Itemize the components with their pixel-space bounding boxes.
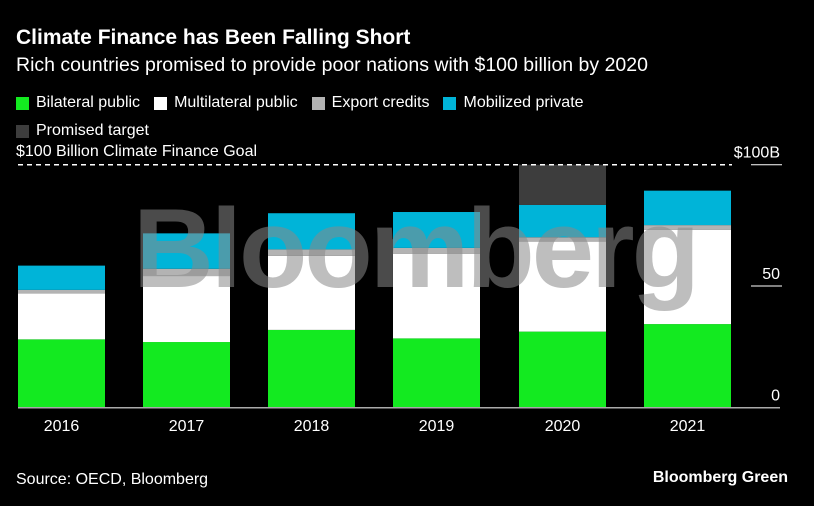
legend-label: Promised target [36, 122, 149, 139]
x-tick-label: 2018 [294, 418, 330, 435]
bar-segment [644, 225, 731, 230]
bar-segment [143, 268, 230, 277]
bar-segment [393, 253, 480, 339]
x-tick-label: 2017 [169, 418, 205, 435]
legend-label: Bilateral public [36, 94, 141, 111]
legend-swatch [16, 124, 29, 138]
bar-segment [519, 164, 606, 205]
legend-item: Export credits [311, 93, 430, 113]
x-tick-label: 2016 [44, 418, 80, 435]
bar-segment [268, 213, 355, 250]
x-tick-label: 2020 [545, 418, 581, 435]
bar-segment [519, 241, 606, 332]
watermark-logo: Bloomberg [133, 186, 697, 311]
legend-item: Promised target [16, 121, 149, 141]
bar-segment [143, 276, 230, 343]
bar-segment [143, 342, 230, 408]
legend: Bilateral public Multilateral public Expor… [16, 93, 716, 141]
bar-segment [393, 247, 480, 254]
bar-segment [268, 329, 355, 408]
legend-item: Mobilized private [443, 93, 584, 113]
y-tick-label: $100B [734, 145, 780, 162]
source-note: Source: OECD, Bloomberg [16, 471, 209, 488]
goal-label: $100 Billion Climate Finance Goal [16, 143, 258, 160]
bar-segment [18, 339, 105, 408]
legend-item: Multilateral public [154, 93, 298, 113]
bar-segment [393, 212, 480, 248]
bar-segment [393, 338, 480, 408]
x-tick-label: 2019 [419, 418, 455, 435]
legend-label: Mobilized private [463, 94, 584, 111]
bar-segment [18, 293, 105, 340]
legend-swatch [311, 96, 325, 110]
bar-segment [644, 324, 731, 408]
bar-segment [519, 204, 606, 238]
y-tick-label: 0 [771, 387, 780, 404]
bar-segment [268, 249, 355, 256]
legend-item: Bilateral public [16, 93, 140, 113]
legend-label: Multilateral public [174, 94, 298, 111]
bar-segment [18, 289, 105, 294]
bar-segment [143, 233, 230, 269]
bar-segment [519, 237, 606, 242]
chart-title: Climate Finance has Been Falling Short [16, 26, 411, 49]
bar-segment [644, 190, 731, 226]
legend-swatch [16, 96, 29, 110]
y-tick-label: 50 [762, 266, 780, 283]
bar-segment [18, 265, 105, 290]
brand-logo: Bloomberg Green [652, 469, 788, 486]
bar-segment [268, 255, 355, 330]
bar-segment [519, 331, 606, 408]
chart-subtitle: Rich countries promised to provide poor … [16, 54, 648, 76]
bar-segment [644, 229, 731, 325]
legend-label: Export credits [331, 94, 430, 111]
legend-swatch [443, 96, 457, 110]
x-tick-label: 2021 [670, 418, 706, 435]
legend-swatch [154, 96, 168, 110]
